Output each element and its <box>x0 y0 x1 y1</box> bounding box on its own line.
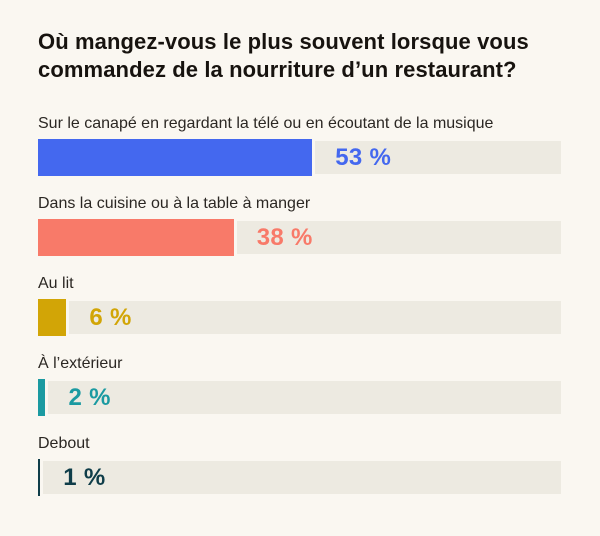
chart-row: Sur le canapé en regardant la télé ou en… <box>38 114 561 176</box>
value-label: 6 % <box>89 303 132 331</box>
chart-row: Dans la cuisine ou à la table à manger 3… <box>38 194 561 256</box>
bar-row: 6 % <box>38 299 561 336</box>
value-label: 2 % <box>68 383 111 411</box>
bar-row: 53 % <box>38 139 561 176</box>
bar-track <box>38 381 561 414</box>
bar-flex: 1 % <box>38 459 561 496</box>
value-label: 38 % <box>256 223 313 251</box>
category-label: Debout <box>38 435 90 452</box>
value-label: 53 % <box>335 143 392 171</box>
chart-row: Au lit 6 % <box>38 274 561 336</box>
bar-couch <box>38 139 316 176</box>
bar-track <box>38 301 561 334</box>
bar-row: 1 % <box>38 459 561 496</box>
chart-row: Debout 1 % <box>38 434 561 496</box>
category-label: À l’extérieur <box>38 355 123 372</box>
chart-title: Où mangez-vous le plus souvent lorsque v… <box>38 29 529 82</box>
bar-flex: 2 % <box>38 379 561 416</box>
bar-outside <box>38 379 49 416</box>
category-label: Au lit <box>38 275 74 292</box>
bar-flex: 38 % <box>38 219 561 256</box>
bar-flex: 53 % <box>38 139 561 176</box>
bar-track <box>38 461 561 494</box>
bar-flex: 6 % <box>38 299 561 336</box>
bar-bed <box>38 299 70 336</box>
chart-row: À l’extérieur 2 % <box>38 354 561 416</box>
category-label: Dans la cuisine ou à la table à manger <box>38 195 311 212</box>
bar-kitchen <box>38 219 237 256</box>
category-label: Sur le canapé en regardant la télé ou en… <box>38 115 494 132</box>
value-label: 1 % <box>63 463 106 491</box>
bar-standing <box>38 459 44 496</box>
bar-row: 2 % <box>38 379 561 416</box>
bar-row: 38 % <box>38 219 561 256</box>
